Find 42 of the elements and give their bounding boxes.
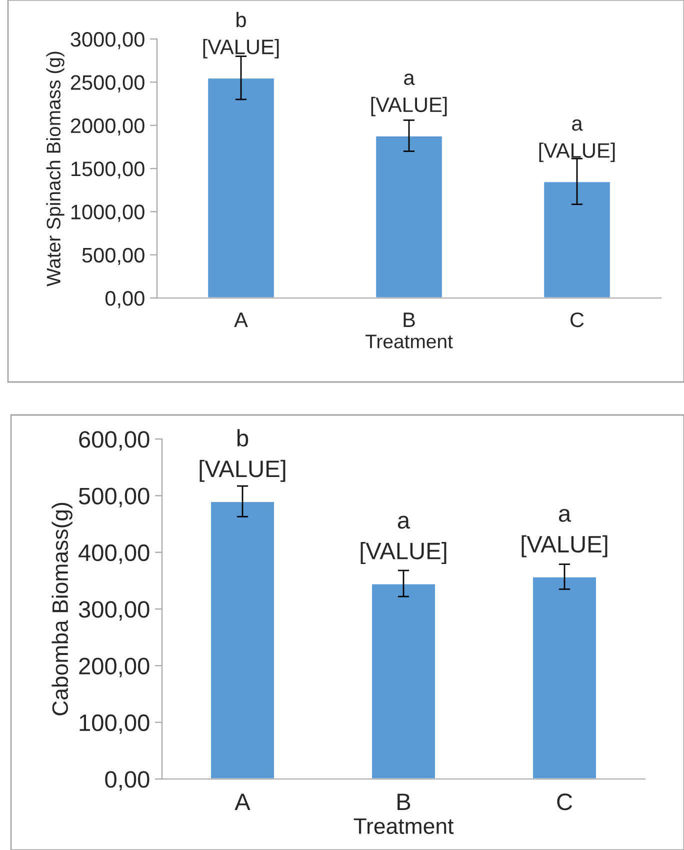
y-tick-label: 3000,00 [70,32,144,50]
y-tick-label: 2500,00 [70,75,144,92]
data-label: [VALUE] [522,535,608,558]
x-tick-label: B [398,794,410,810]
y-axis-title: Cabomba Biomass(g) [52,502,72,716]
data-label: [VALUE] [360,542,446,564]
bar [370,582,436,779]
y-tick-label: 600,00 [79,431,150,451]
y-tick-label: 2000,00 [70,118,144,136]
annotation: a [572,119,583,131]
bar [374,135,444,298]
x-tick-label: C [557,794,572,810]
y-tick-label: 0,00 [105,291,144,308]
y-tick-label: 200,00 [79,658,150,678]
y-tick-label: 100,00 [80,714,150,734]
x-tick-label: A [234,312,248,327]
y-axis-title: Water Spinach Biomass (g) [46,52,64,286]
bar [206,77,276,298]
bar [542,180,612,298]
x-tick-label: B [404,312,415,327]
y-tick-label: 1500,00 [71,162,144,179]
annotation: a [558,508,572,522]
x-tick-label: A [234,794,250,810]
annotation: a [404,74,415,86]
y-tick-label: 400,00 [78,544,150,564]
bar [532,576,598,779]
data-label: [VALUE] [539,142,615,162]
bar [210,500,276,779]
y-tick-label: 500,00 [78,488,150,508]
y-tick-label: 500,00 [82,248,144,266]
x-tick-label: C [570,312,584,328]
data-label: [VALUE] [203,38,279,58]
y-tick-label: 300,00 [78,601,150,621]
annotation: a [398,516,410,529]
data-label: [VALUE] [371,96,447,116]
y-tick-label: 1000,00 [71,204,144,222]
x-axis-title: Treatment [354,818,454,834]
x-axis-title: Treatment [366,334,453,348]
y-tick-label: 0,00 [105,771,150,791]
annotation: b [237,429,248,447]
annotation: b [236,12,246,28]
data-label: [VALUE] [200,460,286,482]
